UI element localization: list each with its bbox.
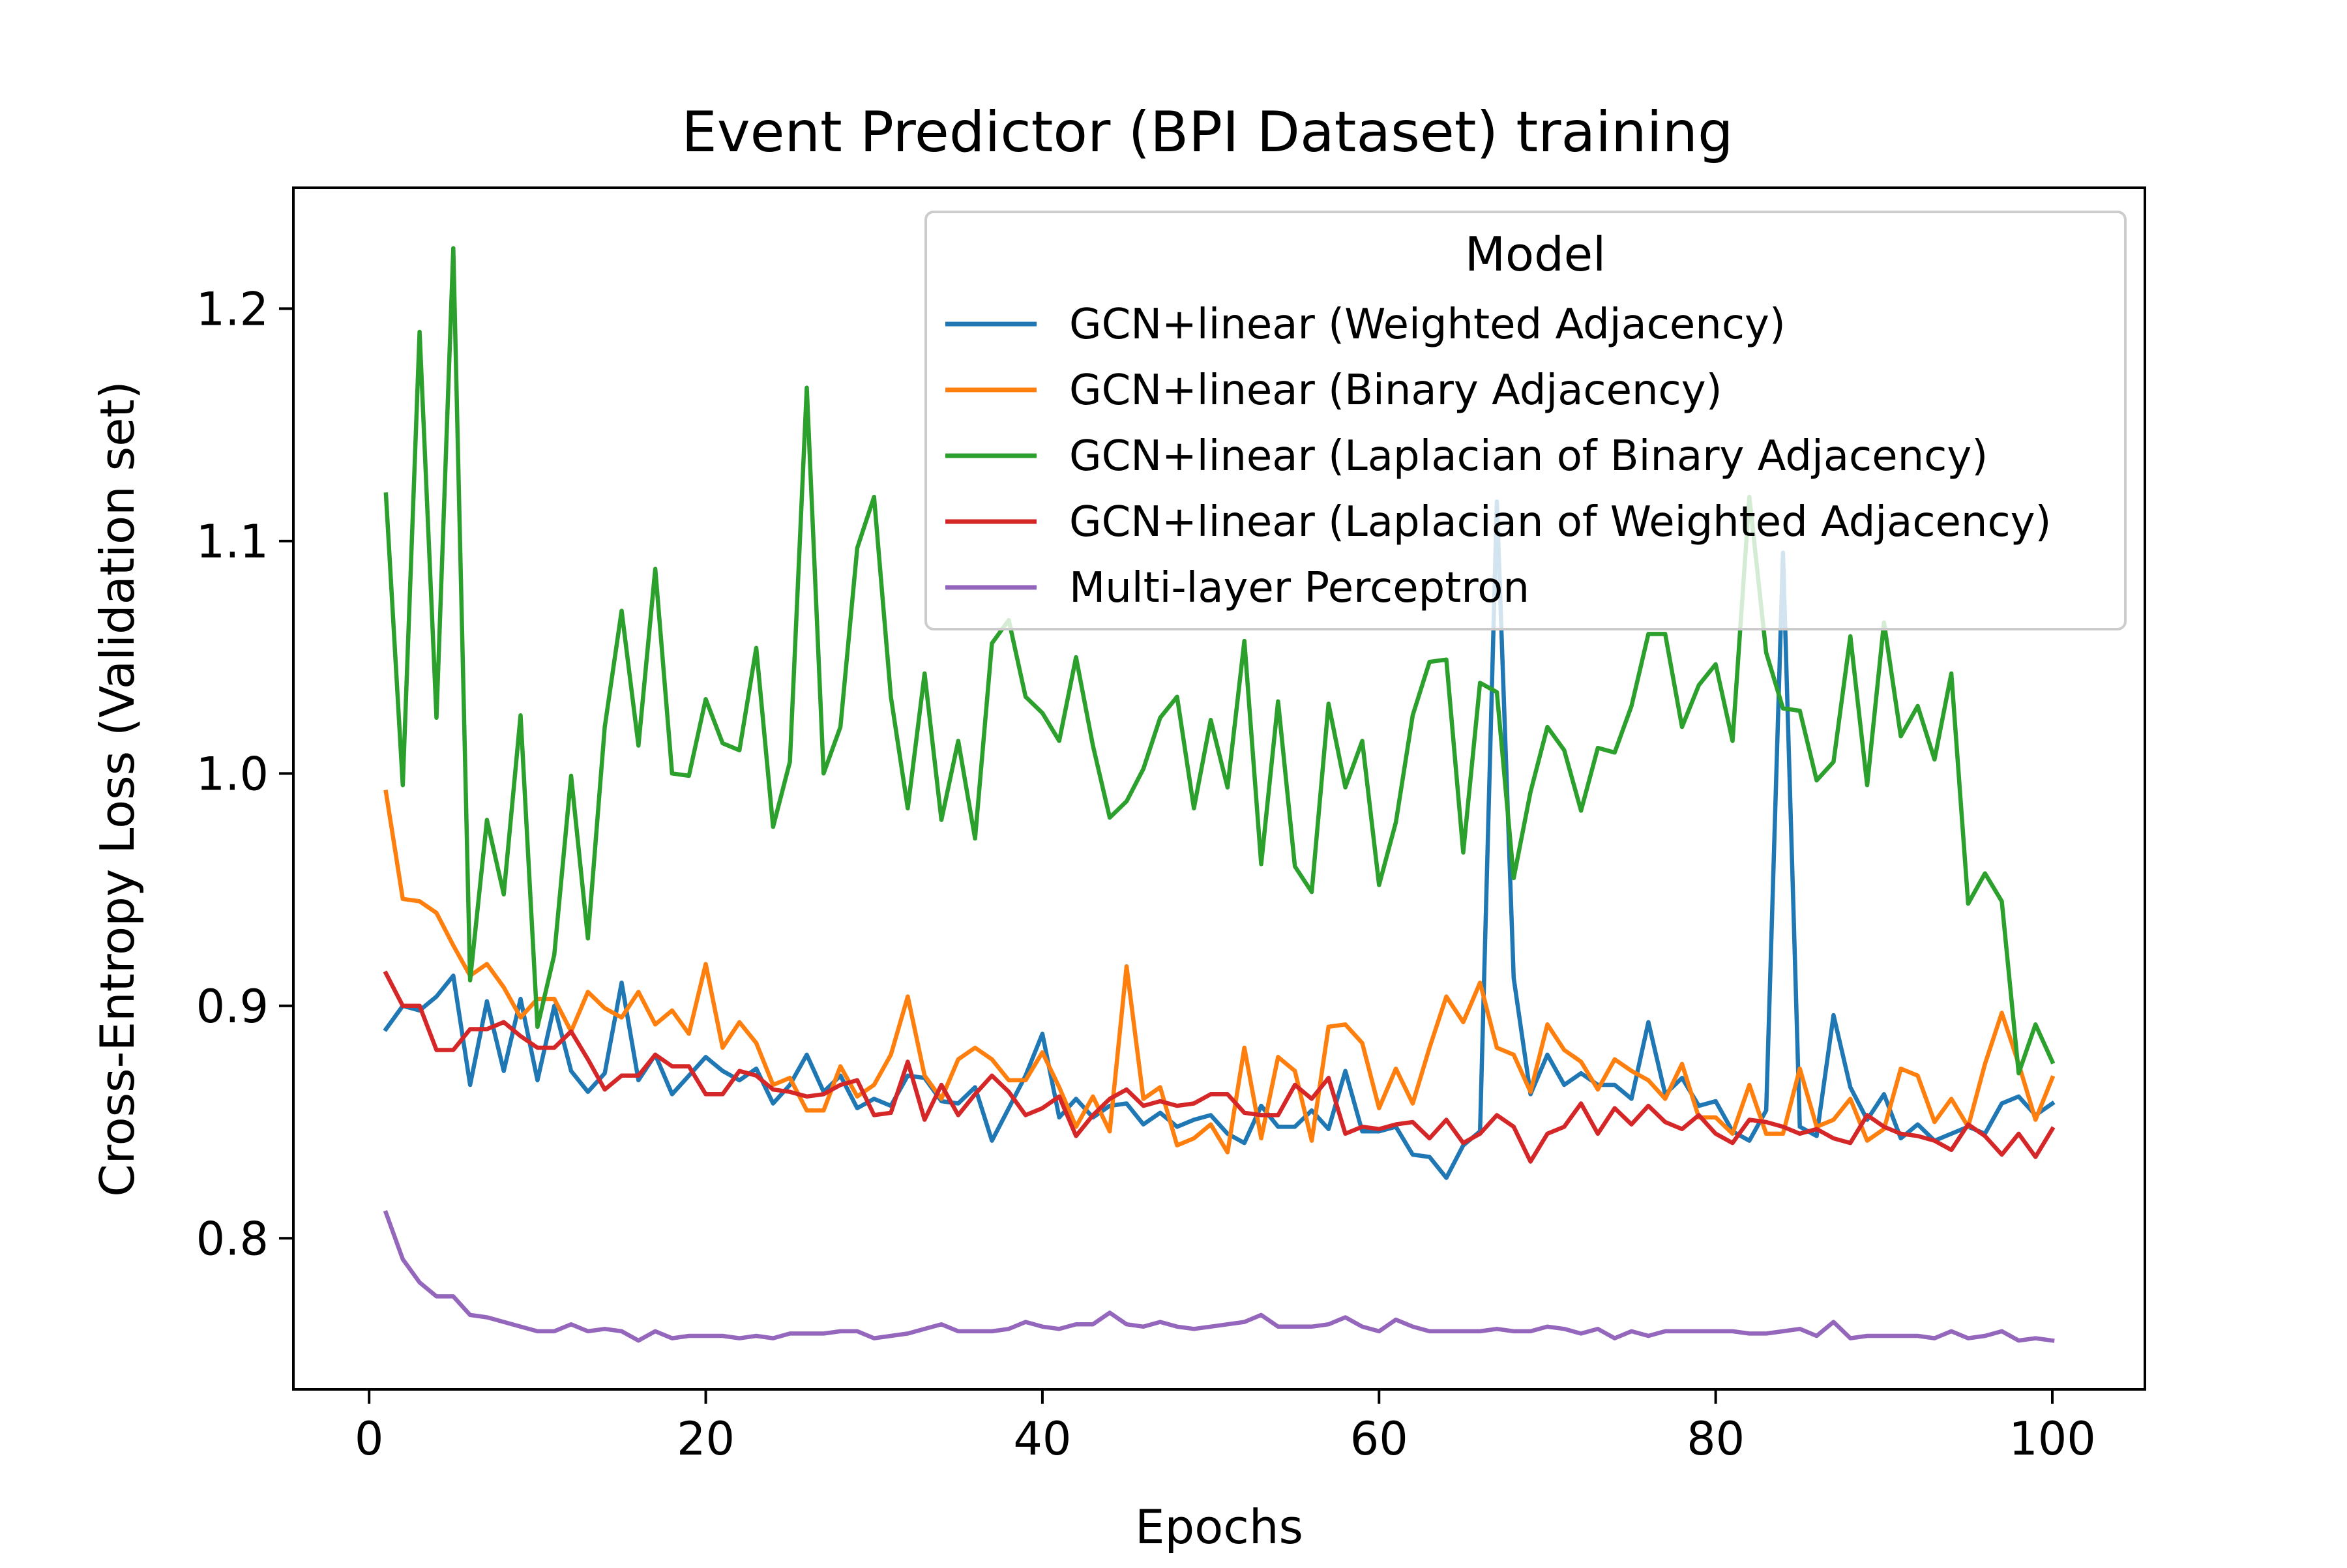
x-tick-label: 20	[677, 1412, 735, 1466]
series-line-3	[383, 246, 2056, 1076]
x-tick-label: 80	[1687, 1412, 1745, 1466]
y-tick-label: 0.9	[196, 980, 269, 1033]
chart-title: Event Predictor (BPI Dataset) training	[681, 100, 1733, 165]
y-tick-label: 0.8	[196, 1212, 269, 1265]
legend-box	[924, 211, 2127, 630]
series-line-5	[383, 1209, 2055, 1343]
y-tick-label: 1.1	[196, 515, 269, 569]
legend-title: Model	[1465, 227, 1606, 282]
series-layer	[383, 246, 2056, 1343]
axes-frame	[292, 186, 2146, 1391]
y-tick-label: 1.2	[196, 282, 269, 336]
x-axis-label: Epochs	[1135, 1500, 1303, 1554]
y-axis: 0.8 0.9 1.0 1.1 1.2	[196, 282, 293, 1265]
series-line-1	[383, 499, 2056, 1180]
x-tick-label: 60	[1350, 1412, 1408, 1466]
legend-label: Multi-layer Perceptron	[1069, 564, 1529, 612]
legend-label: GCN+linear (Binary Adjacency)	[1069, 366, 1722, 415]
x-tick-label: 0	[355, 1412, 384, 1466]
x-tick-label: 100	[2009, 1412, 2096, 1466]
legend-label: GCN+linear (Laplacian of Binary Adjacenc…	[1069, 432, 1988, 481]
legend-label: GCN+linear (Weighted Adjacency)	[1069, 301, 1786, 349]
legend-label: GCN+linear (Laplacian of Weighted Adjace…	[1069, 498, 2052, 546]
x-axis: 0 20 40 60 80 100	[355, 1389, 2096, 1466]
series-line-4	[383, 970, 2056, 1164]
y-tick-label: 1.0	[196, 747, 269, 801]
y-axis-label: Cross-Entropy Loss (Validation set)	[90, 381, 145, 1196]
series-line-2	[383, 790, 2056, 1155]
x-tick-label: 40	[1013, 1412, 1071, 1466]
legend: Model GCN+linear (Weighted Adjacency) GCN+…	[924, 211, 2127, 630]
